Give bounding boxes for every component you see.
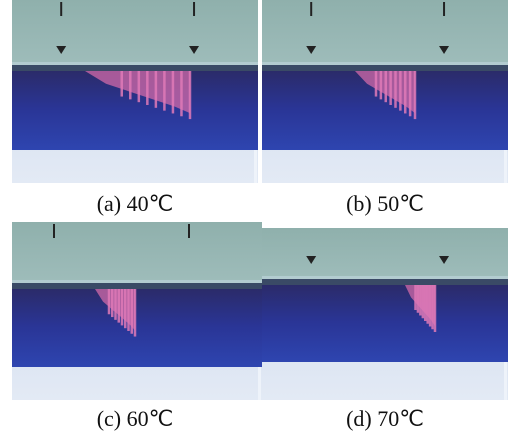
photo-panel [262, 0, 508, 183]
photo-panel [12, 222, 262, 400]
surface-line [262, 65, 508, 71]
figure: (a) 40℃ (b) 50℃ (c) 60℃ (d) 70℃ [0, 0, 508, 438]
surface-highlight [262, 62, 508, 65]
container-edge [254, 150, 257, 183]
liquid-region [12, 286, 262, 367]
photo-panel [12, 0, 258, 183]
surface-line [262, 279, 508, 285]
surface-line [12, 283, 262, 289]
air-region [262, 228, 508, 282]
air-region [12, 222, 262, 286]
container-edge [504, 362, 507, 400]
caption: (b) 50℃ [346, 191, 424, 216]
container-edge [258, 367, 261, 400]
surface-highlight [12, 280, 262, 283]
air-region [12, 0, 258, 68]
caption: (c) 60℃ [97, 406, 174, 431]
liquid-region [262, 282, 508, 362]
surface-line [12, 65, 258, 71]
surface-highlight [262, 276, 508, 279]
surface-highlight [12, 62, 258, 65]
air-region [262, 0, 508, 68]
caption: (a) 40℃ [97, 191, 174, 216]
caption: (d) 70℃ [346, 406, 424, 431]
photo-panel [262, 228, 508, 400]
container-edge [504, 150, 507, 183]
